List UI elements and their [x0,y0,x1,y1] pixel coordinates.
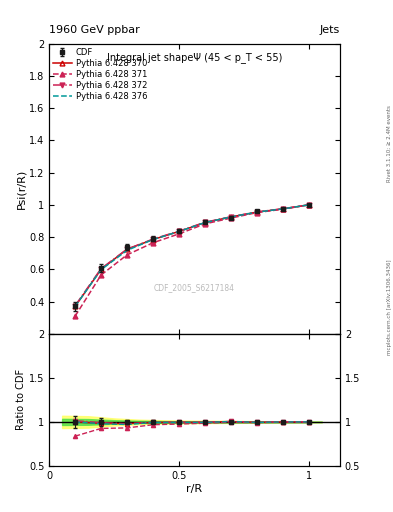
Pythia 6.428 371 [202,221,207,227]
Y-axis label: Psi(r/R): Psi(r/R) [16,168,26,209]
Text: 1960 GeV ppbar: 1960 GeV ppbar [49,25,140,35]
Pythia 6.428 371 [229,215,233,221]
Pythia 6.428 372 [202,219,207,225]
Text: Rivet 3.1.10; ≥ 2.4M events: Rivet 3.1.10; ≥ 2.4M events [387,105,392,182]
Pythia 6.428 372 [73,303,77,309]
Pythia 6.428 376 [229,214,233,220]
Pythia 6.428 370 [125,246,129,252]
Pythia 6.428 376 [281,206,285,212]
Pythia 6.428 372 [307,202,311,208]
Pythia 6.428 371 [281,206,285,212]
Pythia 6.428 370 [73,304,77,310]
Pythia 6.428 376 [307,202,311,208]
Pythia 6.428 371 [73,313,77,319]
Pythia 6.428 371 [176,231,181,237]
Pythia 6.428 371 [255,209,259,216]
Pythia 6.428 372 [255,209,259,215]
Pythia 6.428 376 [255,209,259,215]
Pythia 6.428 376 [202,220,207,226]
Legend: CDF, Pythia 6.428 370, Pythia 6.428 371, Pythia 6.428 372, Pythia 6.428 376: CDF, Pythia 6.428 370, Pythia 6.428 371,… [51,46,149,103]
Text: Integral jet shapeΨ (45 < p_T < 55): Integral jet shapeΨ (45 < p_T < 55) [107,52,282,63]
Pythia 6.428 372 [281,206,285,212]
Text: mcplots.cern.ch [arXiv:1306.3436]: mcplots.cern.ch [arXiv:1306.3436] [387,260,392,355]
Text: CDF_2005_S6217184: CDF_2005_S6217184 [154,283,235,292]
Pythia 6.428 370 [151,237,155,243]
Pythia 6.428 376 [176,228,181,234]
Line: Pythia 6.428 370: Pythia 6.428 370 [73,202,311,309]
Pythia 6.428 370 [176,228,181,234]
Text: Jets: Jets [320,25,340,35]
Pythia 6.428 372 [176,228,181,234]
Line: Pythia 6.428 371: Pythia 6.428 371 [73,202,311,318]
Pythia 6.428 370 [202,220,207,226]
Pythia 6.428 370 [229,214,233,220]
Pythia 6.428 372 [99,266,103,272]
Pythia 6.428 370 [281,206,285,212]
Line: Pythia 6.428 372: Pythia 6.428 372 [73,202,311,308]
Pythia 6.428 372 [229,214,233,220]
Pythia 6.428 376 [125,247,129,253]
Pythia 6.428 371 [151,240,155,246]
X-axis label: r/R: r/R [186,483,203,494]
Pythia 6.428 371 [307,202,311,208]
Pythia 6.428 370 [255,209,259,215]
Pythia 6.428 376 [99,267,103,273]
Pythia 6.428 372 [151,236,155,242]
Pythia 6.428 370 [99,266,103,272]
Line: Pythia 6.428 376: Pythia 6.428 376 [75,205,309,307]
Pythia 6.428 376 [151,237,155,243]
Pythia 6.428 376 [73,304,77,310]
Pythia 6.428 371 [125,252,129,258]
Pythia 6.428 370 [307,202,311,208]
Y-axis label: Ratio to CDF: Ratio to CDF [16,369,26,431]
Pythia 6.428 372 [125,246,129,252]
Pythia 6.428 371 [99,272,103,278]
